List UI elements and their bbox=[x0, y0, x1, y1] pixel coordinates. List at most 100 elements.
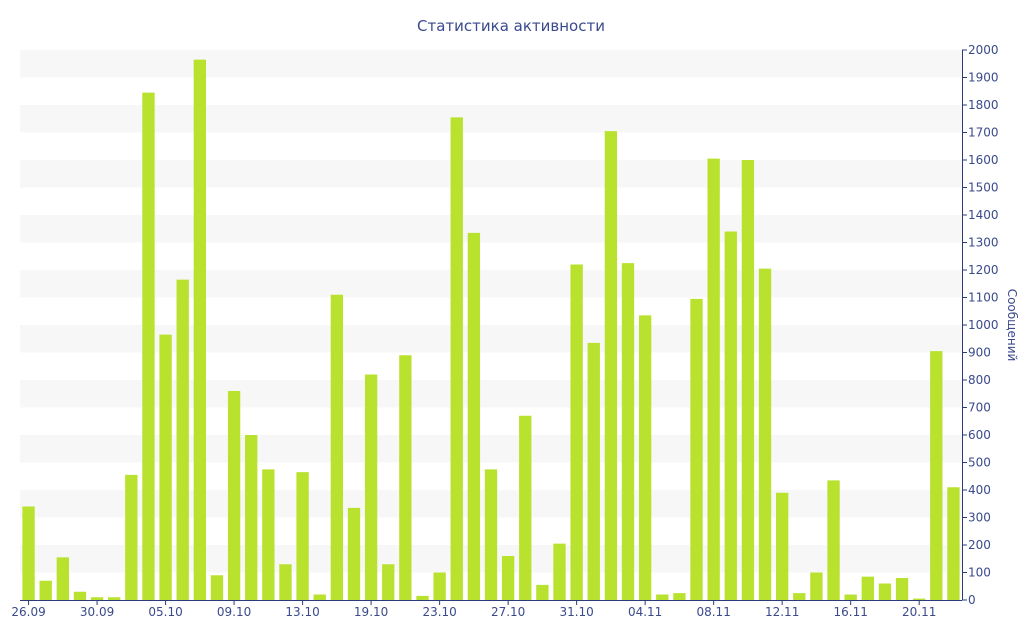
bar bbox=[741, 160, 755, 600]
bar bbox=[176, 279, 189, 601]
y-tick-label: 1500 bbox=[968, 181, 999, 195]
y-tick-label: 1700 bbox=[968, 126, 999, 140]
y-tick-label: 2000 bbox=[968, 43, 999, 57]
x-tick-label: 04.11 bbox=[628, 605, 662, 619]
bar bbox=[450, 117, 463, 600]
bar bbox=[947, 487, 960, 600]
bar bbox=[673, 593, 686, 601]
bar bbox=[484, 469, 498, 601]
grid-band bbox=[20, 160, 962, 188]
bar bbox=[330, 294, 344, 600]
bar bbox=[827, 480, 840, 601]
x-tick-label: 20.11 bbox=[902, 605, 936, 619]
y-tick-label: 1000 bbox=[968, 318, 999, 332]
bar bbox=[913, 598, 926, 601]
y-tick-label: 1400 bbox=[968, 208, 999, 222]
y-tick-label: 200 bbox=[968, 538, 991, 552]
y-tick-label: 1300 bbox=[968, 236, 999, 250]
bar bbox=[210, 575, 224, 600]
bar bbox=[296, 472, 309, 601]
y-tick-label: 700 bbox=[968, 401, 991, 415]
bar bbox=[56, 557, 69, 601]
bar bbox=[416, 595, 429, 601]
x-tick-label: 30.09 bbox=[80, 605, 114, 619]
bar bbox=[399, 355, 412, 600]
x-tick-label: 05.10 bbox=[148, 605, 182, 619]
y-tick-label: 1600 bbox=[968, 153, 999, 167]
x-tick-label: 31.10 bbox=[559, 605, 593, 619]
y-tick-label: 1900 bbox=[968, 71, 999, 85]
bar bbox=[570, 264, 583, 600]
bar bbox=[193, 59, 206, 601]
x-axis-ticks: 26.09 30.09 05.10 09.10 13.10 19.10 23.10 27.10… bbox=[11, 600, 936, 619]
bar bbox=[73, 591, 87, 600]
y-tick-label: 600 bbox=[968, 428, 991, 442]
bar bbox=[108, 597, 121, 600]
grid-band bbox=[20, 50, 962, 78]
bar bbox=[621, 263, 635, 601]
x-tick-label: 27.10 bbox=[491, 605, 525, 619]
x-tick-label: 09.10 bbox=[217, 605, 251, 619]
y-tick-label: 100 bbox=[968, 566, 991, 580]
bar bbox=[758, 268, 772, 601]
bar bbox=[707, 158, 720, 601]
y-tick-label: 900 bbox=[968, 346, 991, 360]
bar bbox=[90, 597, 104, 600]
x-tick-label: 13.10 bbox=[285, 605, 319, 619]
y-tick-label: 1100 bbox=[968, 291, 999, 305]
x-tick-label: 19.10 bbox=[354, 605, 388, 619]
x-tick-label: 12.11 bbox=[765, 605, 799, 619]
bar bbox=[227, 391, 241, 600]
bar bbox=[125, 474, 138, 601]
bar bbox=[656, 594, 669, 600]
bar bbox=[724, 231, 737, 600]
bar bbox=[433, 572, 446, 600]
chart-title: Статистика активности bbox=[417, 17, 605, 35]
y-axis-label: Сообщений bbox=[1005, 289, 1019, 362]
bar bbox=[347, 507, 361, 601]
bar bbox=[844, 594, 857, 600]
bar bbox=[690, 298, 703, 601]
bar bbox=[930, 351, 943, 601]
bar bbox=[382, 564, 395, 600]
y-tick-label: 1800 bbox=[968, 98, 999, 112]
bar bbox=[313, 594, 326, 600]
bar bbox=[895, 578, 909, 600]
bar bbox=[776, 492, 789, 600]
bar-series bbox=[22, 59, 960, 601]
bar bbox=[22, 506, 35, 600]
bar bbox=[39, 580, 52, 600]
x-tick-label: 16.11 bbox=[833, 605, 867, 619]
bar bbox=[159, 334, 172, 601]
bar bbox=[245, 435, 258, 600]
grid-band bbox=[20, 215, 962, 243]
bar bbox=[810, 572, 823, 600]
bar bbox=[262, 469, 275, 601]
bar bbox=[519, 415, 532, 600]
bar bbox=[142, 92, 155, 601]
y-axis-ticks: 0 100 200 300 400 500 600 700 800 900 1000 1100 1200… bbox=[962, 43, 999, 607]
y-tick-label: 1200 bbox=[968, 263, 999, 277]
bar bbox=[793, 593, 806, 601]
bar bbox=[501, 556, 515, 600]
y-tick-label: 800 bbox=[968, 373, 991, 387]
bar bbox=[536, 584, 549, 601]
bar bbox=[861, 576, 874, 601]
bar bbox=[878, 583, 892, 600]
bar bbox=[467, 232, 481, 601]
x-tick-label: 08.11 bbox=[696, 605, 730, 619]
bar bbox=[553, 543, 566, 601]
bar bbox=[604, 131, 618, 601]
bar bbox=[364, 374, 378, 600]
y-tick-label: 500 bbox=[968, 456, 991, 470]
x-tick-label: 26.09 bbox=[11, 605, 45, 619]
grid-band bbox=[20, 270, 962, 298]
y-tick-label: 400 bbox=[968, 483, 991, 497]
bar bbox=[587, 342, 600, 601]
bar bbox=[638, 315, 652, 601]
y-tick-label: 300 bbox=[968, 511, 991, 525]
y-tick-label: 0 bbox=[968, 593, 976, 607]
x-tick-label: 23.10 bbox=[422, 605, 456, 619]
